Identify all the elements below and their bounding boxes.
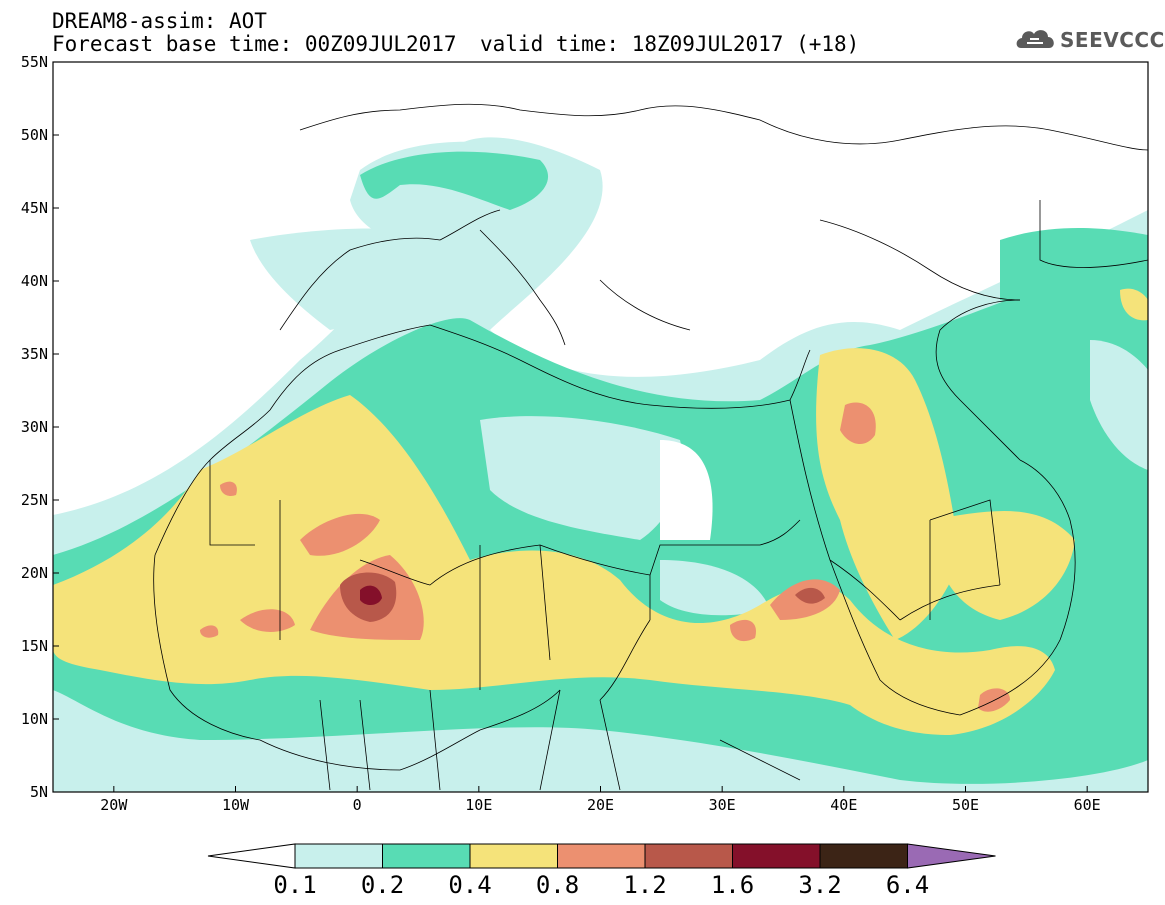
- lon-label: 20E: [587, 796, 614, 814]
- lat-label: 45N: [21, 199, 48, 217]
- lon-label: 10E: [465, 796, 492, 814]
- colorbar-label: 1.2: [623, 871, 666, 899]
- lat-label: 55N: [21, 53, 48, 71]
- lon-label: 20W: [100, 796, 128, 814]
- colorbar-cell: [819, 843, 908, 869]
- colorbar-label: 0.2: [361, 871, 404, 899]
- lat-label: 50N: [21, 126, 48, 144]
- colorbar-cell: [644, 843, 733, 869]
- lat-label: 10N: [21, 710, 48, 728]
- colorbar-cell: [382, 843, 471, 869]
- lat-label: 30N: [21, 418, 48, 436]
- longitude-axis: 20W 10W 0 10E 20E 30E 40E 50E 60E: [100, 786, 1101, 814]
- lon-label: 10W: [222, 796, 250, 814]
- lat-label: 25N: [21, 491, 48, 509]
- lon-label: 50E: [952, 796, 979, 814]
- lon-label: 40E: [830, 796, 857, 814]
- seevccc-logo: SEEVCCC: [1060, 28, 1165, 52]
- lat-label: 5N: [30, 783, 48, 801]
- colorbar-label: 0.4: [448, 871, 491, 899]
- colorbar-underflow: [207, 843, 296, 869]
- cloud-icon: [1016, 30, 1054, 48]
- lat-label: 40N: [21, 272, 48, 290]
- country-borders: [153, 103, 1148, 791]
- colorbar-label: 0.1: [273, 871, 316, 899]
- lat-label: 35N: [21, 345, 48, 363]
- colorbar-cell: [294, 843, 383, 869]
- latitude-axis: 55N 50N 45N 40N 35N 30N 25N 20N 15N 10N 5N: [21, 53, 59, 801]
- lat-label: 15N: [21, 637, 48, 655]
- colorbar-label: 3.2: [798, 871, 841, 899]
- colorbar-label: 0.8: [536, 871, 579, 899]
- colorbar-label: 6.4: [886, 871, 929, 899]
- colorbar-cell: [469, 843, 558, 869]
- colorbar-cell: [557, 843, 646, 869]
- forecast-base-time: Forecast base time: 00Z09JUL2017: [52, 32, 457, 56]
- lat-label: 20N: [21, 564, 48, 582]
- aot-contours: [53, 137, 1148, 792]
- colorbar-label: 1.6: [711, 871, 754, 899]
- lon-label: 30E: [709, 796, 736, 814]
- lon-label: 60E: [1074, 796, 1101, 814]
- colorbar-overflow: [907, 843, 996, 869]
- lon-label: 0: [353, 796, 362, 814]
- colorbar-cell: [732, 843, 821, 869]
- map-title: DREAM8-assim: AOT: [52, 9, 267, 33]
- valid-time: valid time: 18Z09JUL2017 (+18): [480, 32, 860, 56]
